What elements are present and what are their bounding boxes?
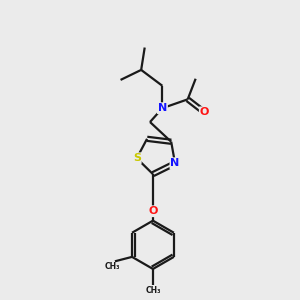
Text: CH₃: CH₃ [145,286,161,295]
Text: O: O [200,107,209,117]
Text: O: O [148,206,158,216]
Text: N: N [170,158,180,168]
Text: S: S [133,153,141,163]
Text: CH₃: CH₃ [105,262,120,271]
Text: N: N [158,103,167,113]
